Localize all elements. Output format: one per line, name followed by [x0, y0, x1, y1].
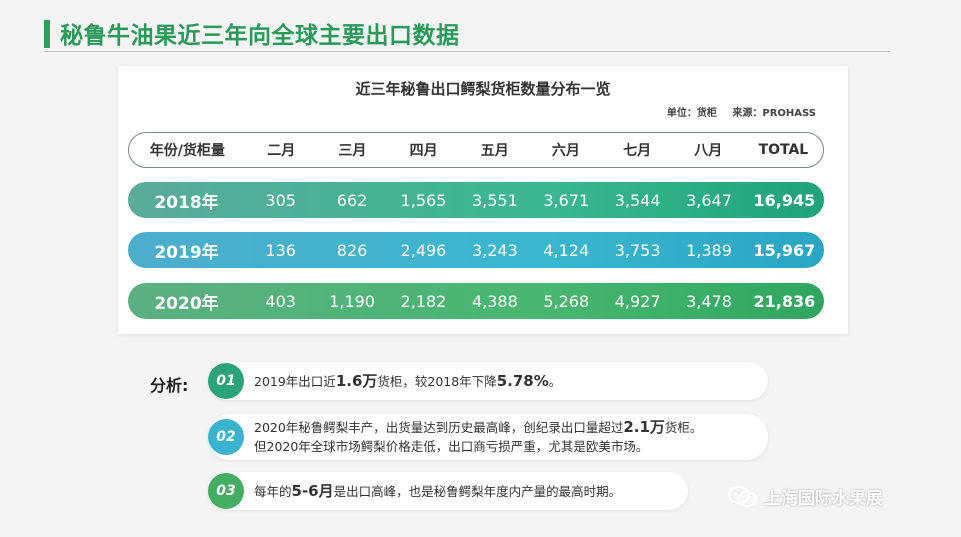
total-cell: 16,945: [753, 190, 816, 210]
table-row: 2018年 305 662 1,565 3,551 3,671 3,544 3,…: [128, 182, 824, 218]
value-cell: 826: [336, 240, 368, 260]
column-header: 四月: [409, 143, 438, 159]
total-cell: 15,967: [753, 240, 816, 260]
analysis-text: 2019年出口近1.6万货柜，较2018年下降5.78%。: [254, 372, 562, 390]
value-cell: 1,389: [686, 240, 732, 260]
column-header: 七月: [623, 143, 652, 159]
table-row: 2020年 403 1,190 2,182 4,388 5,268 4,927 …: [128, 283, 824, 319]
export-table-card: 近三年秘鲁出口鳄梨货柜数量分布一览 单位：货柜 来源：PROHASS 年份/货柜…: [118, 66, 848, 334]
wechat-watermark: 上海国际水果展: [728, 484, 883, 509]
analysis-label: 分析:: [150, 376, 189, 395]
column-header: 年份/货柜量: [149, 143, 225, 159]
item-number-badge: 03: [208, 473, 244, 509]
analysis-text: 2020年秘鲁鳄梨丰产，出货量达到历史最高峰，创纪录出口量超过2.1万货柜。 但2…: [254, 418, 703, 454]
analysis-item: 01 2019年出口近1.6万货柜，较2018年下降5.78%。: [208, 362, 768, 400]
value-cell: 136: [265, 240, 296, 260]
source-label: 来源：PROHASS: [732, 108, 816, 119]
unit-label: 单位：货柜: [666, 108, 717, 119]
column-header: 六月: [551, 143, 580, 159]
table-title: 近三年秘鲁出口鳄梨货柜数量分布一览: [355, 80, 611, 98]
value-cell: 662: [336, 190, 368, 210]
value-cell: 3,671: [543, 190, 590, 210]
value-cell: 4,124: [543, 240, 590, 260]
column-header: TOTAL: [758, 142, 809, 158]
year-cell: 2020年: [154, 293, 219, 314]
value-cell: 3,753: [614, 240, 661, 260]
page-title: 秘鲁牛油果近三年向全球主要出口数据: [60, 23, 460, 49]
analysis-item: 03 每年的5-6月是出口高峰，也是秘鲁鳄梨年度内产量的最高时期。: [208, 472, 688, 510]
value-cell: 403: [265, 291, 296, 311]
item-number-badge: 02: [208, 419, 244, 455]
column-header: 二月: [267, 143, 296, 159]
value-cell: 3,243: [471, 240, 518, 260]
table-meta: 单位：货柜 来源：PROHASS: [655, 104, 816, 119]
header-accent-bar: [44, 20, 50, 48]
column-header: 五月: [480, 143, 509, 159]
value-cell: 2,496: [400, 240, 447, 260]
analysis-item: 02 2020年秘鲁鳄梨丰产，出货量达到历史最高峰，创纪录出口量超过2.1万货柜…: [208, 414, 768, 460]
watermark-text: 上海国际水果展: [764, 489, 883, 509]
value-cell: 2,182: [400, 291, 447, 311]
column-header: 八月: [694, 143, 723, 159]
item-number-badge: 01: [208, 363, 244, 399]
value-cell: 3,544: [614, 190, 661, 210]
value-cell: 1,190: [329, 291, 375, 311]
year-cell: 2019年: [154, 242, 219, 263]
value-cell: 5,268: [543, 291, 590, 311]
table-row: 2019年 136 826 2,496 3,243 4,124 3,753 1,…: [128, 232, 824, 268]
value-cell: 3,478: [686, 291, 732, 311]
slide-header: 秘鲁牛油果近三年向全球主要出口数据: [44, 12, 890, 52]
value-cell: 3,551: [471, 190, 518, 210]
value-cell: 305: [265, 190, 296, 210]
wechat-icon: [728, 485, 757, 507]
value-cell: 3,647: [686, 190, 732, 210]
value-cell: 1,565: [400, 190, 447, 210]
column-header: 三月: [338, 143, 367, 159]
year-cell: 2018年: [154, 192, 219, 213]
table-header-row: 年份/货柜量 二月 三月 四月 五月 六月 七月 八月 TOTAL: [128, 132, 824, 168]
total-cell: 21,836: [753, 291, 816, 311]
value-cell: 4,388: [471, 291, 518, 311]
analysis-text: 每年的5-6月是出口高峰，也是秘鲁鳄梨年度内产量的最高时期。: [254, 482, 622, 500]
value-cell: 4,927: [614, 291, 661, 311]
